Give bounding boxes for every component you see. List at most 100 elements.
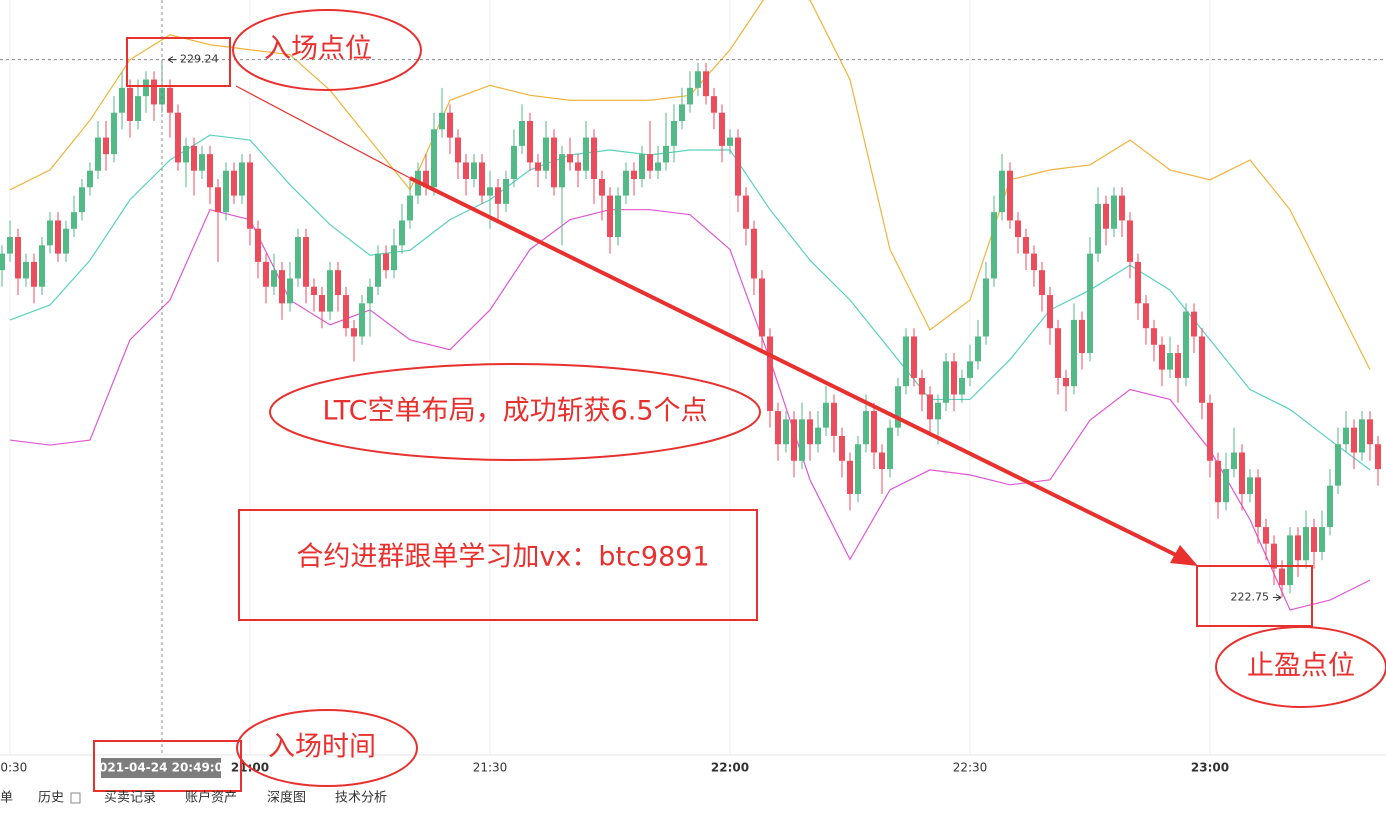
candle-body	[311, 286, 317, 296]
candle-body	[855, 444, 861, 494]
x-tick-label: 21:30	[473, 761, 508, 775]
candle-body	[223, 170, 229, 213]
candle-body	[919, 377, 925, 395]
candle-body	[1343, 427, 1349, 445]
candle-body	[759, 278, 765, 337]
ellipse	[232, 9, 422, 91]
candle-body	[1095, 203, 1101, 254]
candle-body	[375, 253, 381, 287]
candle-body	[671, 120, 677, 146]
candle-body	[239, 162, 245, 196]
tab[interactable]: 历史	[38, 791, 64, 806]
candle-body	[175, 112, 181, 163]
candle-body	[1263, 527, 1269, 544]
arrow-lead	[235, 85, 411, 179]
tab[interactable]: 深度图	[267, 790, 306, 806]
candle-body	[1063, 377, 1069, 387]
candle-body	[983, 278, 989, 337]
candle-body	[727, 137, 733, 146]
candle-body	[519, 120, 525, 146]
candle-body	[7, 237, 13, 254]
candle-body	[991, 212, 997, 279]
band-line	[9, 134, 1371, 471]
candle-body	[1359, 419, 1365, 453]
candle-body	[559, 154, 565, 188]
candle-body	[831, 402, 837, 436]
candle-body	[935, 402, 941, 420]
candle-body	[303, 237, 309, 287]
tab[interactable]: 买卖记录	[104, 791, 156, 806]
candle-body	[695, 71, 701, 88]
price-label: 229.24	[180, 53, 219, 66]
candle-body	[167, 87, 173, 113]
candle-body	[1207, 402, 1213, 461]
candle-body	[207, 154, 213, 188]
candle-body	[447, 112, 453, 138]
candle-body	[1183, 311, 1189, 378]
candle-body	[663, 145, 669, 163]
candle-body	[47, 220, 53, 246]
candles	[0, 59, 1381, 598]
candle-body	[1215, 460, 1221, 503]
candle-body	[423, 170, 429, 188]
candle-body	[1311, 527, 1317, 552]
candle-body	[15, 237, 21, 279]
candle-body	[199, 154, 205, 171]
candle-body	[975, 336, 981, 362]
candle-body	[247, 162, 253, 229]
crosshair-time: 2021-04-24 20:49:00	[91, 761, 232, 775]
candle-body	[1071, 319, 1077, 387]
x-tick-label: 22:30	[953, 761, 988, 775]
candle-body	[1239, 452, 1245, 494]
candle-body	[1271, 543, 1277, 569]
candle-body	[295, 237, 301, 279]
candle-body	[863, 411, 869, 445]
exit-box	[1196, 565, 1313, 627]
help-icon	[70, 792, 81, 804]
candle-body	[703, 71, 709, 97]
candle-body	[407, 195, 413, 221]
time-box	[93, 740, 242, 792]
candle-body	[783, 419, 789, 445]
candle-body	[775, 411, 781, 445]
candle-body	[951, 361, 957, 395]
left-arrow	[167, 56, 176, 64]
candle-body	[799, 419, 805, 461]
candle-body	[967, 361, 973, 378]
candle-body	[391, 245, 397, 271]
candle-body	[55, 220, 61, 254]
candle-body	[1031, 253, 1037, 271]
candle-body	[1287, 535, 1293, 586]
candle-body	[679, 104, 685, 121]
time-axis-bg	[0, 755, 1386, 785]
candle-body	[23, 261, 29, 279]
candle-body	[1327, 485, 1333, 528]
candle-body	[511, 145, 517, 180]
candle-body	[1111, 195, 1117, 229]
candle-body	[367, 286, 373, 304]
candle-body	[1319, 527, 1325, 552]
tab[interactable]: 单	[0, 791, 13, 806]
candle-body	[1087, 253, 1093, 354]
candle-body	[751, 228, 757, 279]
candle-body	[1279, 568, 1285, 586]
candle-body	[111, 112, 117, 155]
tab[interactable]: 账户资产	[185, 790, 237, 806]
annotation: 入场时间	[268, 732, 376, 763]
candle-body	[351, 328, 357, 337]
candle-body	[1047, 295, 1053, 329]
candle-body	[1375, 444, 1381, 470]
ellipse	[1215, 626, 1386, 708]
grid	[9, 0, 1211, 755]
candle-body	[1367, 419, 1373, 445]
candle-body	[815, 427, 821, 445]
tab[interactable]: 技术分析	[335, 791, 387, 806]
candle-body	[655, 162, 661, 171]
candle-body	[1175, 353, 1181, 378]
x-tick-label: 23:00	[1191, 761, 1229, 775]
candle-body	[599, 179, 605, 196]
candle-body	[1055, 328, 1061, 378]
candle-body	[887, 427, 893, 470]
candle-body	[871, 411, 877, 453]
